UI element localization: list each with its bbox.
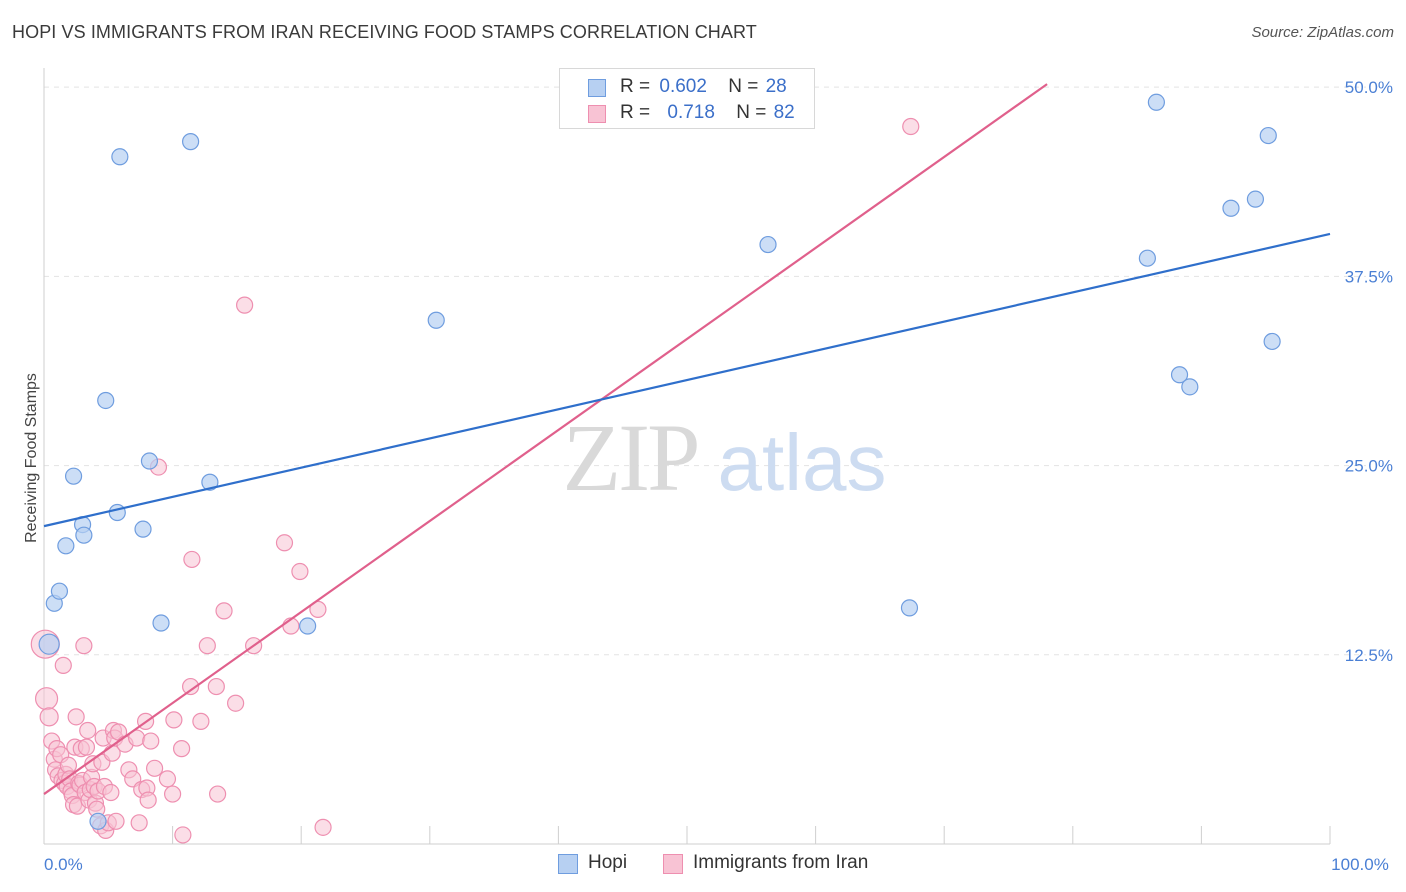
iran-point <box>164 785 182 803</box>
hopi-point <box>140 452 159 470</box>
iran-point <box>174 826 192 844</box>
hopi-point <box>38 633 60 655</box>
legend-hopi-r-value: 0.602 <box>659 76 707 97</box>
legend-swatch-hopi-bottom <box>558 854 578 874</box>
hopi-point <box>299 617 317 635</box>
iran-point <box>142 732 160 750</box>
iran-point <box>236 296 254 314</box>
iran-point <box>314 818 332 836</box>
y-tick-label: 50.0% <box>1345 78 1393 97</box>
iran-point <box>79 721 97 740</box>
iran-point <box>182 677 200 696</box>
x-tick-label: 0.0% <box>44 855 83 874</box>
hopi-point <box>1170 366 1189 384</box>
chart-title: HOPI VS IMMIGRANTS FROM IRAN RECEIVING F… <box>12 22 757 42</box>
iran-point <box>34 687 59 711</box>
watermark: ZIP atlas <box>563 404 887 511</box>
hopi-point <box>201 473 219 491</box>
legend-swatch-hopi <box>588 79 606 97</box>
legend-swatch-iran-bottom <box>663 854 683 874</box>
iran-point <box>207 677 225 696</box>
legend-iran-r-label: R = <box>620 102 651 123</box>
iran-point <box>139 791 157 809</box>
iran-point <box>215 602 233 620</box>
tick-labels: 12.5% 25.0% 37.5% 50.0% 0.0% 100.0% <box>44 78 1393 874</box>
hopi-point <box>1263 332 1281 351</box>
legend-hopi-n-value: 28 <box>765 76 787 97</box>
hopi-point <box>152 614 170 632</box>
iran-point <box>107 812 125 830</box>
hopi-point <box>75 526 93 544</box>
iran-point <box>158 770 177 788</box>
hopi-point <box>1222 199 1240 217</box>
iran-point <box>39 707 59 727</box>
legend-hopi-n-label: N = <box>728 76 759 97</box>
legend-label-hopi: Hopi <box>588 852 628 873</box>
y-tick-label: 25.0% <box>1345 457 1393 476</box>
hopi-point <box>1246 190 1265 208</box>
iran-point <box>102 783 120 802</box>
iran-point <box>130 814 148 832</box>
hopi-point <box>108 503 126 522</box>
hopi-point <box>1138 249 1156 267</box>
hopi-point <box>1181 378 1199 396</box>
legend-label-iran: Immigrants from Iran <box>693 852 869 873</box>
iran-point <box>77 738 96 756</box>
hopi-trendline <box>43 232 1331 528</box>
iran-trendline <box>43 83 1048 795</box>
hopi-point <box>1259 126 1277 145</box>
iran-point <box>902 117 920 136</box>
x-tick-label: 100.0% <box>1331 855 1389 874</box>
iran-point <box>275 534 294 552</box>
iran-point <box>145 759 164 777</box>
hopi-point <box>900 599 919 617</box>
watermark-atlas: atlas <box>718 418 887 507</box>
iran-point <box>209 785 227 803</box>
iran-point <box>165 711 183 729</box>
series-hopi-points <box>38 93 1281 830</box>
hopi-point <box>89 812 107 830</box>
hopi-point <box>759 235 777 254</box>
legend-iran-n-value: 82 <box>773 102 795 123</box>
iran-point <box>291 562 309 581</box>
y-tick-label: 37.5% <box>1345 267 1393 286</box>
source-label: Source: ZipAtlas.com <box>1251 24 1394 41</box>
correlation-legend: R = 0.602 N = 28 R = 0.718 N = 82 <box>559 68 815 129</box>
hopi-point <box>427 311 445 329</box>
legend-iran-r-value: 0.718 <box>667 102 715 123</box>
iran-point <box>198 637 216 655</box>
legend-swatch-iran <box>588 105 606 123</box>
hopi-point <box>182 133 200 151</box>
iran-point <box>173 740 191 758</box>
legend-hopi-r-label: R = <box>620 76 651 97</box>
iran-point <box>183 550 201 569</box>
hopi-point <box>64 467 83 485</box>
iran-point <box>67 708 85 726</box>
iran-point <box>54 656 72 674</box>
hopi-point <box>111 148 129 166</box>
y-tick-label: 12.5% <box>1345 646 1393 665</box>
series-legend: Hopi Immigrants from Iran <box>0 852 1406 878</box>
iran-point <box>75 637 93 655</box>
legend-iran-n-label: N = <box>736 102 767 123</box>
trendlines <box>43 83 1331 795</box>
iran-point <box>227 694 245 712</box>
watermark-zip: ZIP <box>563 404 698 511</box>
gridlines <box>44 86 1366 656</box>
hopi-point <box>57 537 75 555</box>
hopi-point <box>97 391 115 410</box>
iran-point <box>192 712 210 730</box>
hopi-point <box>50 582 69 600</box>
hopi-point <box>1147 93 1165 111</box>
hopi-point <box>134 520 152 538</box>
